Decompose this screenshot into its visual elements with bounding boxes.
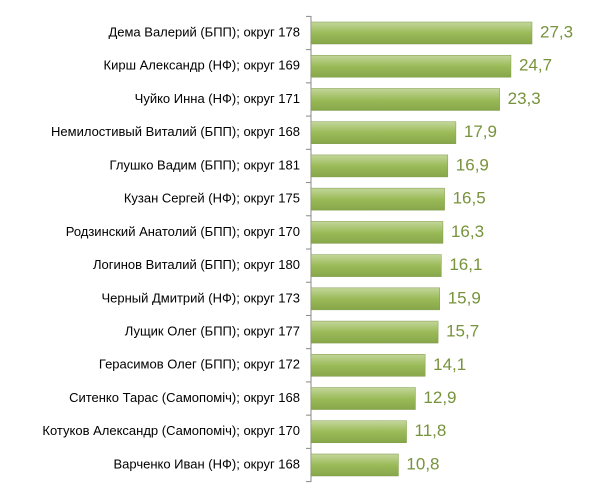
bar [310, 88, 500, 111]
value-label: 17,9 [464, 122, 497, 141]
category-label: Ситенко Тарас (Самопоміч); округ 168 [69, 390, 300, 405]
bar [310, 121, 457, 144]
bar [310, 221, 444, 244]
value-label: 10,8 [406, 454, 439, 473]
bar [310, 154, 449, 178]
value-label: 15,9 [448, 288, 481, 307]
category-label: Герасимов Олег (БПП); округ 172 [99, 357, 300, 372]
category-label: Глушко Вадим (БПП); округ 181 [110, 157, 300, 172]
category-label: Чуйко Инна (НФ); округ 171 [135, 91, 300, 106]
value-label: 16,1 [449, 255, 482, 274]
bar [310, 254, 442, 277]
category-label: Кирш Александр (НФ); округ 169 [104, 58, 300, 73]
value-label: 12,9 [423, 388, 456, 407]
bar [310, 320, 439, 344]
bar [310, 387, 416, 410]
value-label: 11,8 [415, 421, 447, 440]
category-label: Дема Валерий (БПП); округ 178 [108, 24, 300, 39]
category-label: Родзинский Анатолий (БПП); округ 170 [66, 224, 300, 239]
value-label: 27,3 [540, 22, 573, 41]
value-label: 24,7 [519, 56, 552, 75]
category-label: Котуков Александр (Самопоміч); округ 170 [42, 423, 300, 438]
bar [310, 354, 426, 377]
category-label: Кузан Сергей (НФ); округ 175 [124, 191, 300, 206]
bar [310, 287, 440, 311]
category-label: Логинов Виталий (БПП); округ 180 [93, 257, 300, 272]
category-label: Черный Дмитрий (НФ); округ 173 [101, 290, 300, 305]
bar [310, 453, 399, 477]
category-label: Немилостивый Виталий (БПП); округ 168 [51, 124, 300, 139]
bar [310, 187, 445, 211]
category-label: Варченко Иван (НФ); округ 168 [113, 456, 300, 471]
value-label: 16,3 [451, 222, 484, 241]
bar [310, 21, 533, 45]
bar [310, 420, 407, 444]
value-label: 14,1 [433, 355, 466, 374]
category-label: Лущик Олег (БПП); округ 177 [125, 324, 300, 339]
value-label: 23,3 [508, 89, 541, 108]
value-label: 16,5 [453, 189, 486, 208]
bar [310, 54, 512, 78]
value-label: 16,9 [456, 155, 489, 174]
value-label: 15,7 [446, 322, 479, 341]
